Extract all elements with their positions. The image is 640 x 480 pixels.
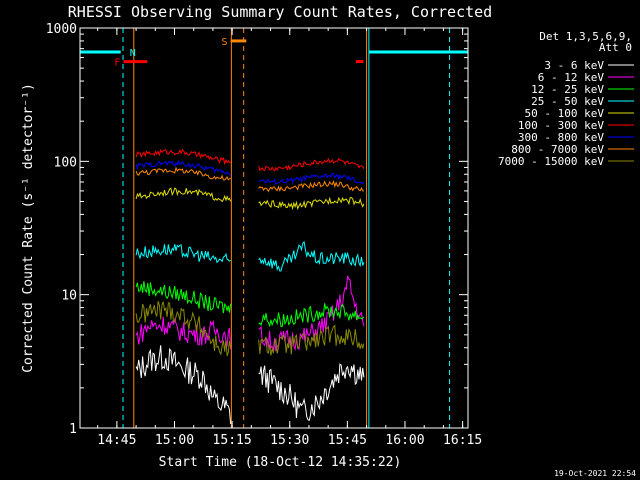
legend-label-25-50-kev: 25 - 50 keV	[531, 95, 604, 108]
series-line-25-50-kev	[135, 240, 365, 272]
series-line-300-800-kev	[135, 159, 365, 186]
series-line-7000-15000-kev	[135, 301, 365, 357]
plot-area: NF S	[79, 28, 468, 428]
y-tick-label: 1000	[46, 22, 77, 37]
x-tick-label: 14:45	[97, 433, 136, 448]
legend-label-7000-15000-kev: 7000 - 15000 keV	[498, 155, 604, 168]
y-tick-label: 100	[54, 155, 77, 170]
legend-label-6-12-kev: 6 - 12 keV	[538, 71, 605, 84]
legend-label-300-800-kev: 300 - 800 keV	[518, 131, 604, 144]
series-line-100-300-kev	[135, 148, 365, 172]
x-tick-label: 15:15	[213, 433, 252, 448]
series-line-800-7000-kev	[135, 166, 364, 193]
legend-label-3-6-kev: 3 - 6 keV	[544, 59, 604, 72]
x-tick-label: 15:00	[155, 433, 194, 448]
legend-label-12-25-kev: 12 - 25 keV	[531, 83, 604, 96]
legend-label-800-7000-kev: 800 - 7000 keV	[511, 143, 604, 156]
legend-label-100-300-kev: 100 - 300 keV	[518, 119, 604, 132]
y-tick-label: 10	[61, 289, 77, 304]
chart-title: RHESSI Observing Summary Count Rates, Co…	[68, 3, 492, 21]
series-line-12-25-kev	[135, 281, 365, 328]
series-line-3-6-kev	[135, 345, 365, 425]
x-tick-label: 15:30	[270, 433, 309, 448]
x-tick-label: 16:15	[443, 433, 482, 448]
y-axis-label: Corrected Count Rate (s⁻¹ detector⁻¹)	[21, 83, 36, 373]
axis-ticks: 14:45 15:00 15:15 15:30 15:45 16:00 16:15 1 10 10…	[46, 22, 483, 448]
series-line-6-12-kev	[135, 275, 365, 352]
y-tick-label: 1	[69, 422, 77, 437]
plot-frame	[79, 27, 469, 429]
legend-header-line-2: Att 0	[599, 41, 632, 54]
x-tick-label: 15:45	[328, 433, 367, 448]
flag-label-f: F	[114, 58, 120, 69]
x-tick-label: 16:00	[385, 433, 424, 448]
flag-label-s: S	[222, 37, 228, 48]
flag-label-n: N	[130, 48, 136, 59]
x-axis-label: Start Time (18-Oct-12 14:35:22)	[159, 455, 402, 470]
legend-header-line-1: Det 1,3,5,6,9,	[539, 30, 632, 43]
series-line-50-100-kev	[135, 187, 365, 211]
legend-label-50-100-kev: 50 - 100 keV	[525, 107, 605, 120]
footer-date: 19-Oct-2021 22:54	[554, 469, 636, 478]
